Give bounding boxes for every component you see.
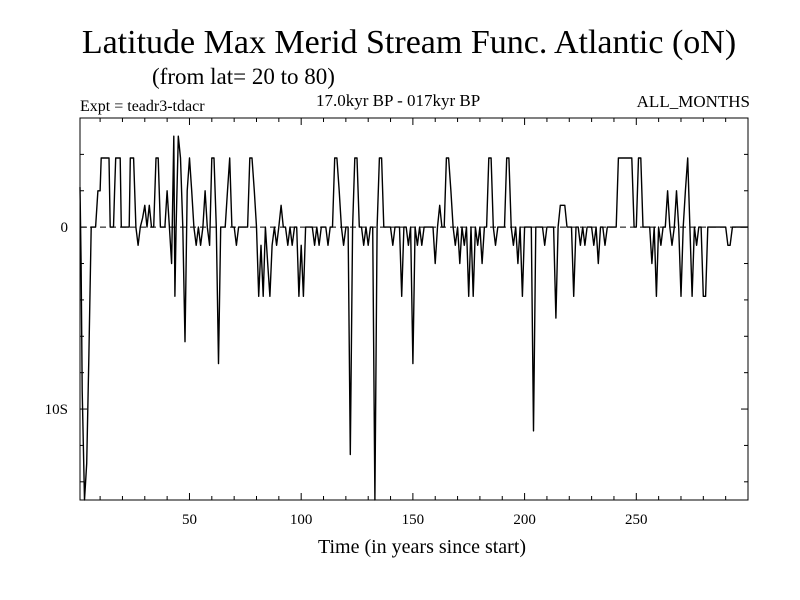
x-tick-label: 100: [290, 512, 313, 528]
x-tick-label: 250: [625, 512, 648, 528]
chart-title: Latitude Max Merid Stream Func. Atlantic…: [81, 24, 737, 61]
period-label: 17.0kyr BP - 017kyr BP: [316, 91, 481, 110]
plot-frame: [79, 117, 749, 501]
y-tick-label: 0: [61, 220, 69, 236]
x-tick-label: 150: [402, 512, 425, 528]
y-tick-label: 10S: [45, 402, 68, 418]
experiment-label: Expt = teadr3-tdacr: [80, 98, 205, 115]
x-tick-label: 50: [182, 512, 197, 528]
x-axis-label: Time (in years since start): [318, 536, 526, 558]
x-tick-label: 200: [513, 512, 536, 528]
series-line: [79, 135, 748, 501]
chart-subtitle: (from lat= 20 to 80): [152, 64, 335, 89]
months-label: ALL_MONTHS: [636, 92, 750, 111]
